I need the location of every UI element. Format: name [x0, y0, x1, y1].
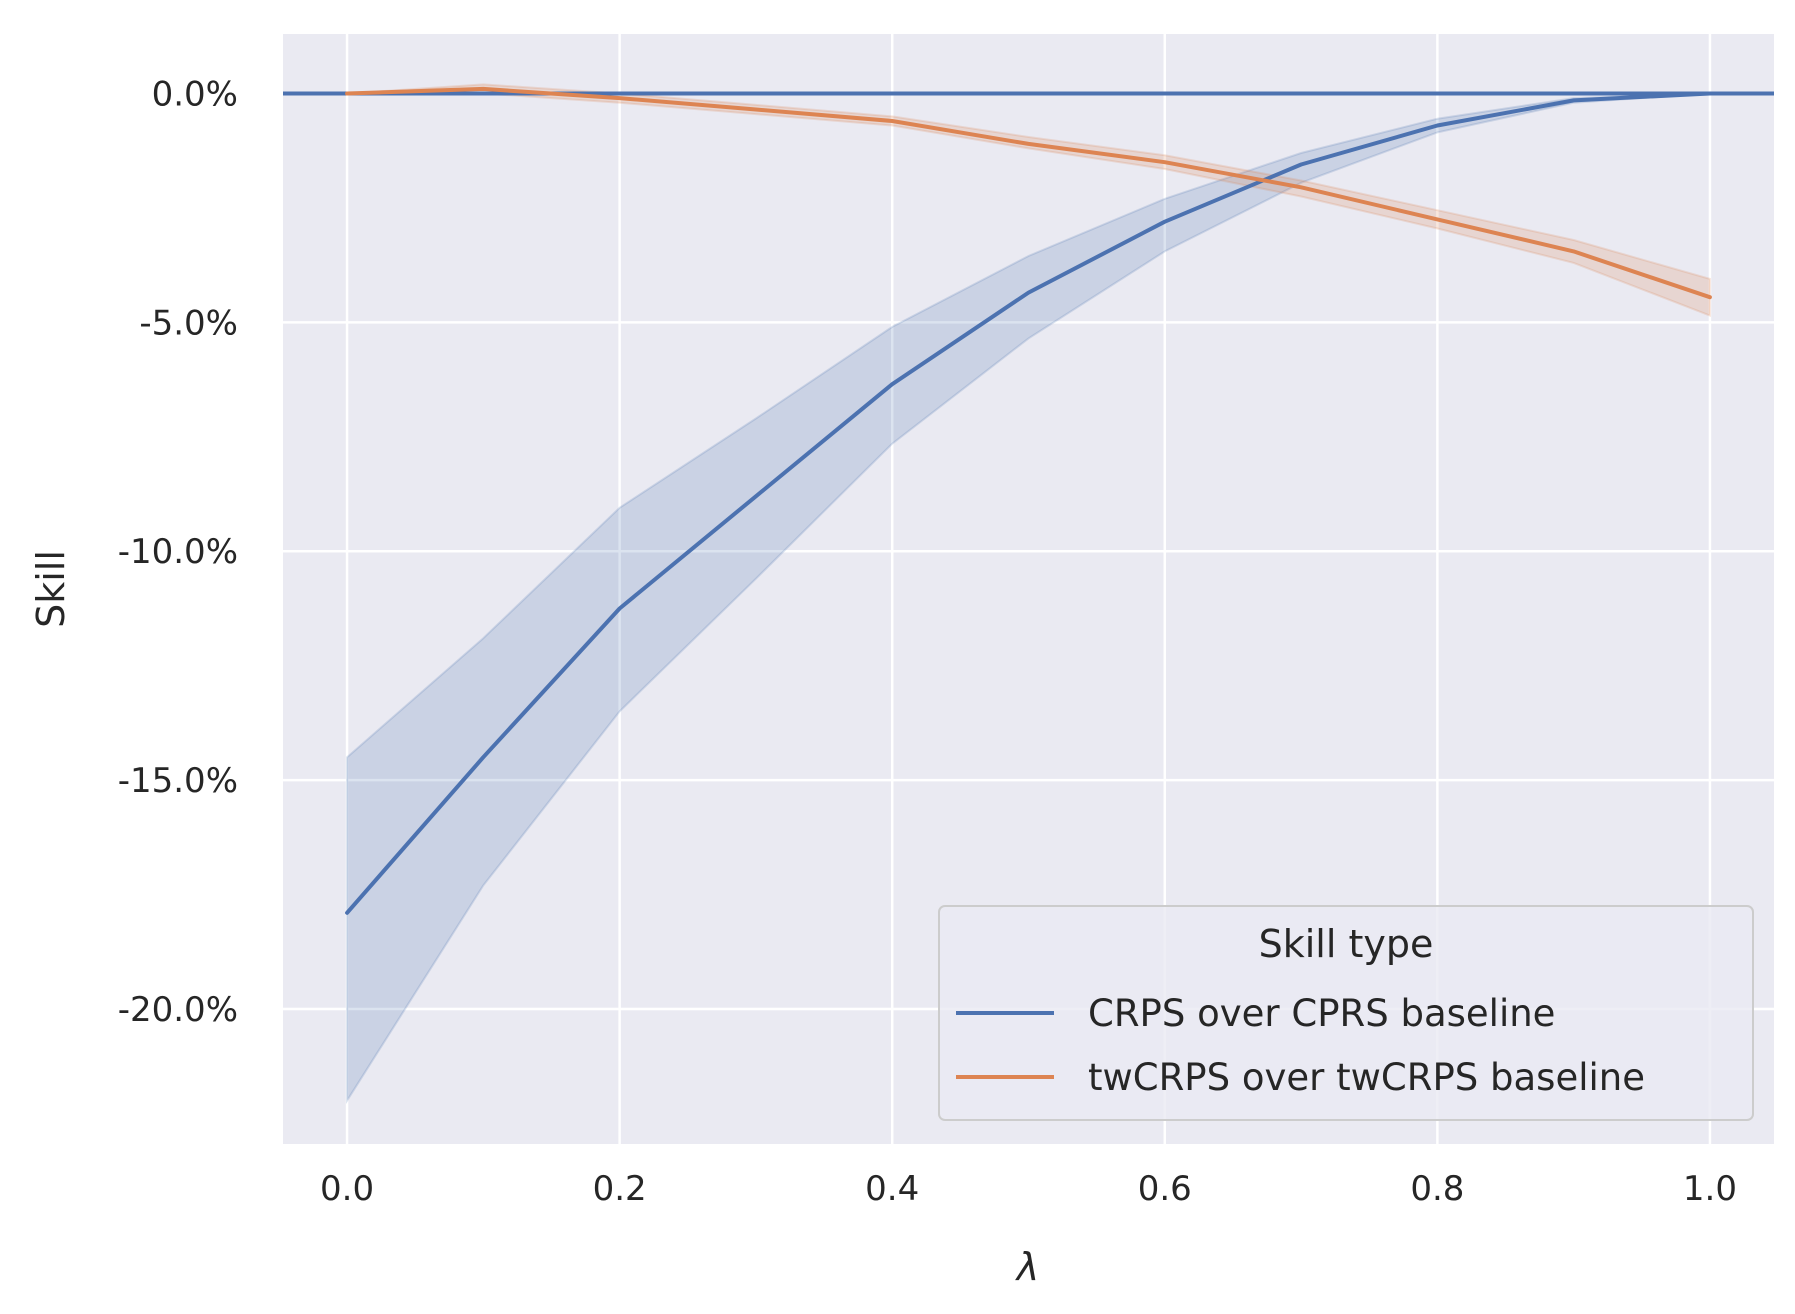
- y-tick-label: -20.0%: [118, 990, 238, 1030]
- x-tick-label: 0.6: [1138, 1169, 1192, 1209]
- x-tick-label: 0.2: [593, 1169, 647, 1209]
- legend-label-crps: CRPS over CPRS baseline: [1088, 992, 1555, 1035]
- y-tick-label: -5.0%: [139, 303, 238, 343]
- legend-box: [938, 905, 1754, 1121]
- x-axis-title: λ: [1015, 1245, 1040, 1289]
- x-tick-label: 0.4: [865, 1169, 919, 1209]
- legend-title: Skill type: [1259, 922, 1434, 966]
- x-tick-label: 0.8: [1410, 1169, 1464, 1209]
- x-tick-label: 1.0: [1683, 1169, 1737, 1209]
- series-1-line: [345, 86, 1712, 300]
- y-axis-title: Skill: [29, 550, 73, 628]
- x-tick-label: 0.0: [320, 1169, 374, 1209]
- y-tick-label: -10.0%: [118, 532, 238, 572]
- y-tick-label: -15.0%: [118, 761, 238, 801]
- y-axis-ticks: 0.0% -5.0% -10.0% -15.0% -20.0%: [118, 75, 238, 1030]
- series-0-line: [345, 91, 1712, 915]
- legend-label-twcrps: twCRPS over twCRPS baseline: [1088, 1056, 1645, 1099]
- x-axis-ticks: 0.0 0.2 0.4 0.6 0.8 1.0: [320, 1169, 1737, 1209]
- y-tick-label: 0.0%: [152, 75, 238, 115]
- series-lines: [345, 86, 1712, 915]
- legend: Skill type CRPS over CPRS baseline twCRP…: [938, 905, 1754, 1121]
